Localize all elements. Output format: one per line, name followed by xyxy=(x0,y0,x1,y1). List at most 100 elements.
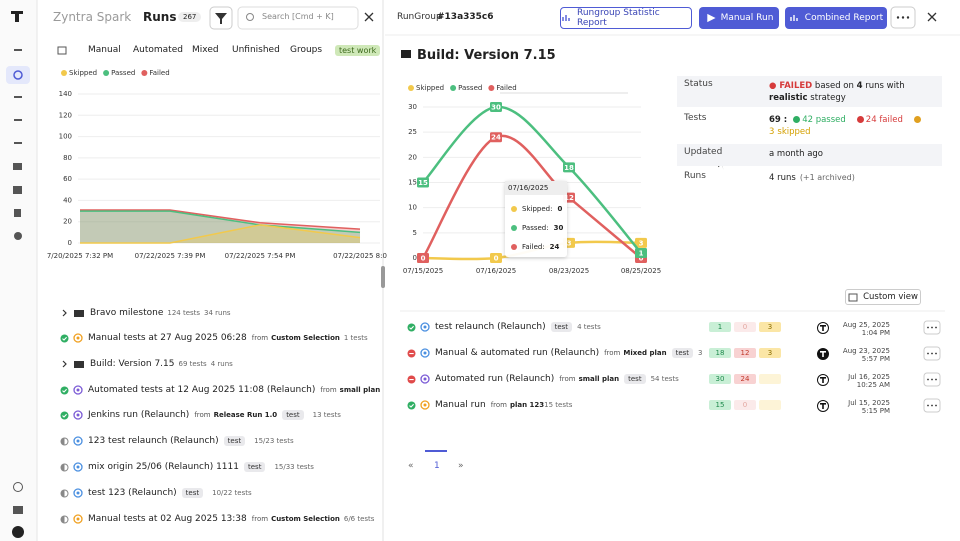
count-dot xyxy=(856,116,864,123)
run-title: Automated run (Relaunch) xyxy=(435,374,555,384)
nav-icon[interactable] xyxy=(14,232,22,240)
x-tick-label: 07/22/2025 7:54 PM xyxy=(225,252,296,260)
tab[interactable]: test work xyxy=(335,45,381,56)
nav-icon[interactable] xyxy=(14,209,21,217)
nav-icon[interactable] xyxy=(13,163,22,170)
count-badge xyxy=(759,374,781,384)
panel-run[interactable]: Manual run from plan 123 15 tests xyxy=(407,398,572,412)
series-line xyxy=(80,224,361,244)
type-icon xyxy=(73,410,83,420)
app-name: Zyntra Spark xyxy=(53,10,132,24)
close-left[interactable] xyxy=(364,12,374,22)
run-row[interactable]: Manual tests at 27 Aug 2025 06:28 from Cus… xyxy=(60,331,368,345)
close-panel[interactable] xyxy=(927,12,937,22)
status-circle xyxy=(60,411,69,419)
y-tick-label: 60 xyxy=(63,175,72,183)
icon xyxy=(790,15,798,21)
run-date: Jul 16, 2025 10:25 AM xyxy=(848,373,890,389)
tooltip-value: 30 xyxy=(553,224,564,232)
info-label: Status xyxy=(684,79,713,89)
run-row[interactable]: test 123 (Relaunch) test 10/22 tests xyxy=(60,486,252,500)
nav-icon[interactable] xyxy=(14,119,22,121)
minus xyxy=(409,378,414,380)
button[interactable]: Manual Run xyxy=(699,7,779,29)
filter-button[interactable] xyxy=(209,6,233,30)
tooltip-title: 07/16/2025 xyxy=(505,181,567,195)
point-marker xyxy=(490,102,502,112)
x-tick-label: 07/16/2025 xyxy=(476,267,516,275)
nav-icon[interactable] xyxy=(14,142,22,144)
point-label: 15 xyxy=(418,179,428,187)
run-row[interactable]: Build: Version 7.15 69 tests 4 runs xyxy=(60,357,233,371)
custom-view-label: Custom view xyxy=(863,292,918,302)
dot xyxy=(931,352,933,355)
type-circle xyxy=(420,400,430,410)
tooltip-label: Failed: xyxy=(522,243,545,251)
button[interactable]: Combined Report xyxy=(785,7,887,29)
help-icon[interactable] xyxy=(13,482,23,492)
point-marker xyxy=(417,177,429,188)
pager-item[interactable]: 1 xyxy=(434,461,440,471)
docs-icon[interactable] xyxy=(13,506,23,514)
panel-id: #13a335c6 xyxy=(437,12,494,22)
info-row: Runs 4 runs (+1 archived) xyxy=(677,168,942,190)
button[interactable]: Rungroup Statistic Report xyxy=(560,7,692,29)
point-label: 0 xyxy=(639,255,644,263)
run-from: from xyxy=(320,386,337,394)
run-tests: 6/6 tests xyxy=(343,515,375,523)
pager-item[interactable]: « xyxy=(408,461,414,471)
area xyxy=(80,211,360,243)
run-row[interactable]: 123 test relaunch (Relaunch) test 15/23 te… xyxy=(60,434,294,448)
tab[interactable]: Groups xyxy=(290,45,323,55)
resize-handle[interactable] xyxy=(381,266,385,288)
run-row[interactable]: mix origin 25/06 (Relaunch) 1111 test 15/3… xyxy=(60,460,314,474)
run-from: from xyxy=(490,401,507,409)
panel-run[interactable]: Manual & automated run (Relaunch) from Mix… xyxy=(407,346,703,360)
run-row[interactable]: Manual tests at 02 Aug 2025 13:38 from Cus… xyxy=(60,512,374,526)
count-dot xyxy=(913,116,921,123)
nav-runs[interactable] xyxy=(13,70,23,80)
type-icon xyxy=(73,436,83,446)
run-title: Manual tests at 27 Aug 2025 06:28 xyxy=(88,333,247,343)
x-tick-label: 7/20/2025 7:32 PM xyxy=(47,252,113,260)
section-title: Runs xyxy=(143,10,177,24)
nav-icon[interactable] xyxy=(14,96,22,98)
tab[interactable]: Manual xyxy=(88,45,121,55)
panel-run[interactable]: test relaunch (Relaunch) test 4 tests xyxy=(407,320,601,334)
avatar[interactable] xyxy=(12,526,24,538)
info-label: Updated xyxy=(684,147,723,157)
type-dot xyxy=(76,439,80,443)
dot xyxy=(931,378,933,381)
status-icon xyxy=(60,463,69,471)
run-row[interactable]: Automated tests at 12 Aug 2025 11:08 (Re… xyxy=(60,383,380,397)
point-marker xyxy=(490,132,502,143)
group-runs: 34 runs xyxy=(204,309,231,317)
run-from: from xyxy=(251,515,269,523)
tooltip: 07/16/2025 Skipped: 0 Passed: 30 Failed: 24 xyxy=(505,181,567,257)
check xyxy=(409,325,415,330)
panel-run[interactable]: Automated run (Relaunch) from small plan te… xyxy=(407,372,679,386)
panel-label: RunGroup xyxy=(397,12,442,22)
nav-icon[interactable] xyxy=(14,49,22,51)
x-tick-label: 08/23/2025 xyxy=(549,267,589,275)
run-date: Aug 23, 2025 5:57 PM xyxy=(842,347,890,363)
icon xyxy=(706,13,716,23)
custom-view[interactable]: Custom view xyxy=(845,289,921,305)
count-icon xyxy=(913,116,921,123)
tab[interactable]: Unfinished xyxy=(232,45,280,55)
run-count: 267 xyxy=(178,12,202,22)
point-label: 24 xyxy=(491,134,501,142)
run-row[interactable]: Jenkins run (Relaunch) from Release Run 1.… xyxy=(60,408,341,422)
run-row[interactable]: Bravo milestone 124 tests 34 runs xyxy=(60,306,231,320)
tab[interactable]: Automated xyxy=(133,45,183,55)
tab[interactable]: Mixed xyxy=(192,45,219,55)
point-marker xyxy=(490,253,502,263)
type-circle xyxy=(73,410,83,420)
logo xyxy=(15,11,19,22)
search-box[interactable] xyxy=(237,6,359,30)
nav-icon[interactable] xyxy=(13,186,22,194)
info-text: 3 xyxy=(769,127,775,137)
pager-item[interactable]: » xyxy=(458,461,464,471)
